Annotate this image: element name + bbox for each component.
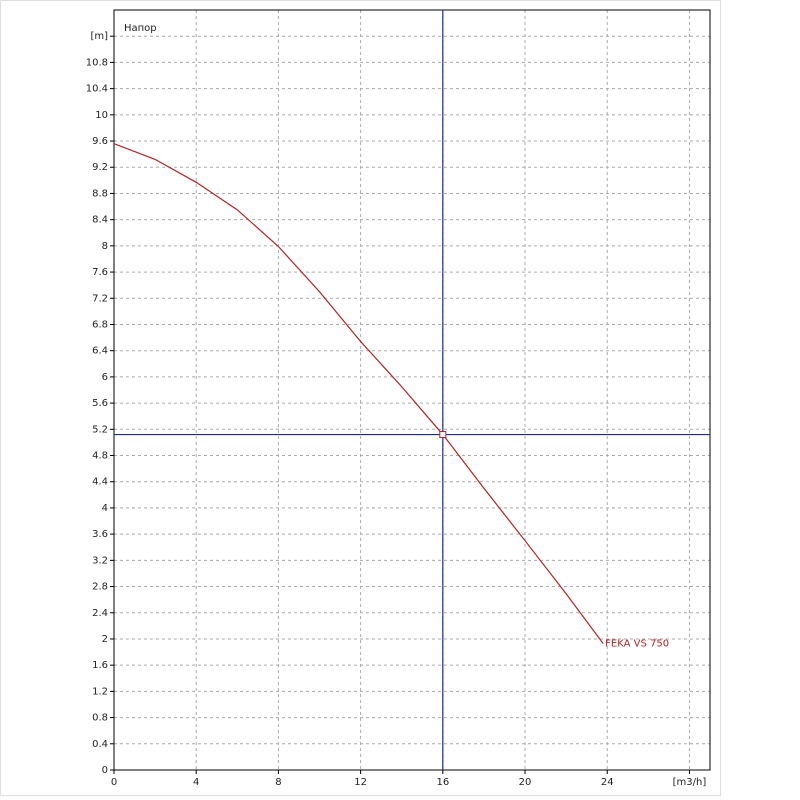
y-tick-label: 2.8: [92, 582, 108, 593]
x-tick-label: 20: [519, 777, 532, 788]
curve: [113, 143, 604, 644]
y-tick-label: 3.6: [92, 529, 108, 540]
y-tick-label: 1.2: [92, 686, 108, 697]
curve-label: FEKA VS 750: [605, 639, 669, 650]
y-tick-label: 1.6: [92, 660, 108, 671]
y-tick-label: 4.8: [92, 451, 108, 462]
y-tick-label: 0: [102, 765, 108, 776]
y-tick-label: 10.8: [86, 57, 108, 68]
x-tick-label: 24: [601, 777, 614, 788]
cursor-point: [439, 431, 447, 439]
plot-frame: [113, 9, 711, 771]
x-tick-label: 16: [436, 777, 449, 788]
y-tick-label: 8.8: [92, 188, 108, 199]
y-tick-label: 2: [102, 634, 108, 645]
y-tick-label: 9.2: [92, 162, 108, 173]
y-tick-label: 0.8: [92, 713, 108, 724]
y-tick-label: 6.4: [92, 346, 108, 357]
y-tick-label: 6.8: [92, 319, 108, 330]
y-tick-label: 9.6: [92, 136, 108, 147]
y-tick-label: 10: [95, 110, 108, 121]
x-tick-label: [m3/h]: [673, 777, 707, 788]
y-tick-label: 5.2: [92, 424, 108, 435]
x-tick-label: 12: [354, 777, 367, 788]
y-tick-label: 5.6: [92, 398, 108, 409]
y-tick-label: [m]: [90, 31, 108, 42]
y-tick-label: 8.4: [92, 215, 108, 226]
y-tick-label: 7.6: [92, 267, 108, 278]
y-tick-label: 7.2: [92, 293, 108, 304]
y-tick-label: 0.4: [92, 739, 108, 750]
y-tick-label: 8: [102, 241, 108, 252]
y-tick-label: 10.4: [86, 84, 108, 95]
x-tick-label: 0: [111, 777, 117, 788]
y-tick-label: 2.4: [92, 608, 108, 619]
chart-title: Напор: [124, 23, 157, 34]
y-tick-label: 3.2: [92, 555, 108, 566]
y-tick-label: 6: [102, 372, 108, 383]
x-tick-label: 8: [275, 777, 281, 788]
y-tick-label: 4: [102, 503, 108, 514]
x-tick-label: 4: [193, 777, 199, 788]
y-tick-label: 4.4: [92, 477, 108, 488]
